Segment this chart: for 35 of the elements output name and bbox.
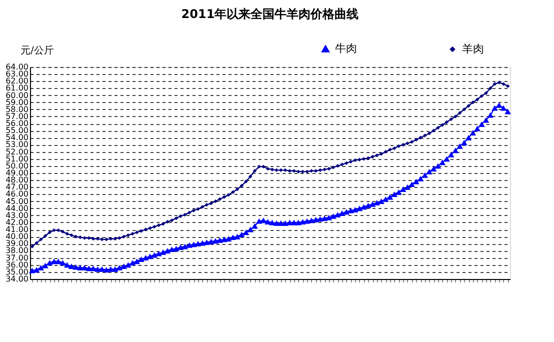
y-tick-label: 62.00 [6,76,28,86]
y-tick-label: 36.00 [6,260,28,270]
legend-label: 羊肉 [462,42,484,56]
y-tick-label: 47.00 [6,182,28,192]
y-tick-label: 56.00 [6,119,28,128]
chart-title: 2011年以来全国牛羊肉价格曲线 [181,7,359,21]
y-tick-label: 53.00 [6,140,28,150]
y-tick-label: 51.00 [6,154,28,164]
y-tick-label: 50.00 [6,161,28,170]
y-tick-label: 58.00 [6,104,28,114]
y-tick-label: 54.00 [6,133,28,142]
y-tick-label: 49.00 [6,168,28,178]
y-tick-label: 39.00 [6,239,28,248]
y-tick-label: 63.00 [6,70,28,79]
y-tick-label: 61.00 [6,84,28,93]
y-tick-label: 38.00 [6,246,28,256]
y-tick-label: 52.00 [6,147,28,156]
y-tick-label: 55.00 [6,126,28,136]
y-tick-label: 44.00 [6,204,28,213]
y-tick-label: 41.00 [6,225,28,234]
y-tick-label: 43.00 [6,210,28,220]
y-tick-label: 45.00 [6,196,28,206]
y-tick-label: 35.00 [6,267,28,276]
y-tick-label: 64.00 [6,62,28,72]
y-tick-label: 48.00 [6,176,28,185]
legend-label: 牛肉 [335,42,357,55]
y-tick-label: 46.00 [6,190,28,199]
y-tick-label: 59.00 [6,98,28,107]
y-tick-label: 57.00 [6,112,28,121]
y-axis-title: 元/公斤 [20,44,54,56]
y-tick-label: 34.00 [6,274,28,284]
y-tick-label: 40.00 [6,232,28,242]
y-tick-label: 60.00 [6,90,28,100]
y-tick-label: 37.00 [6,253,28,262]
y-tick-label: 42.00 [6,218,28,227]
